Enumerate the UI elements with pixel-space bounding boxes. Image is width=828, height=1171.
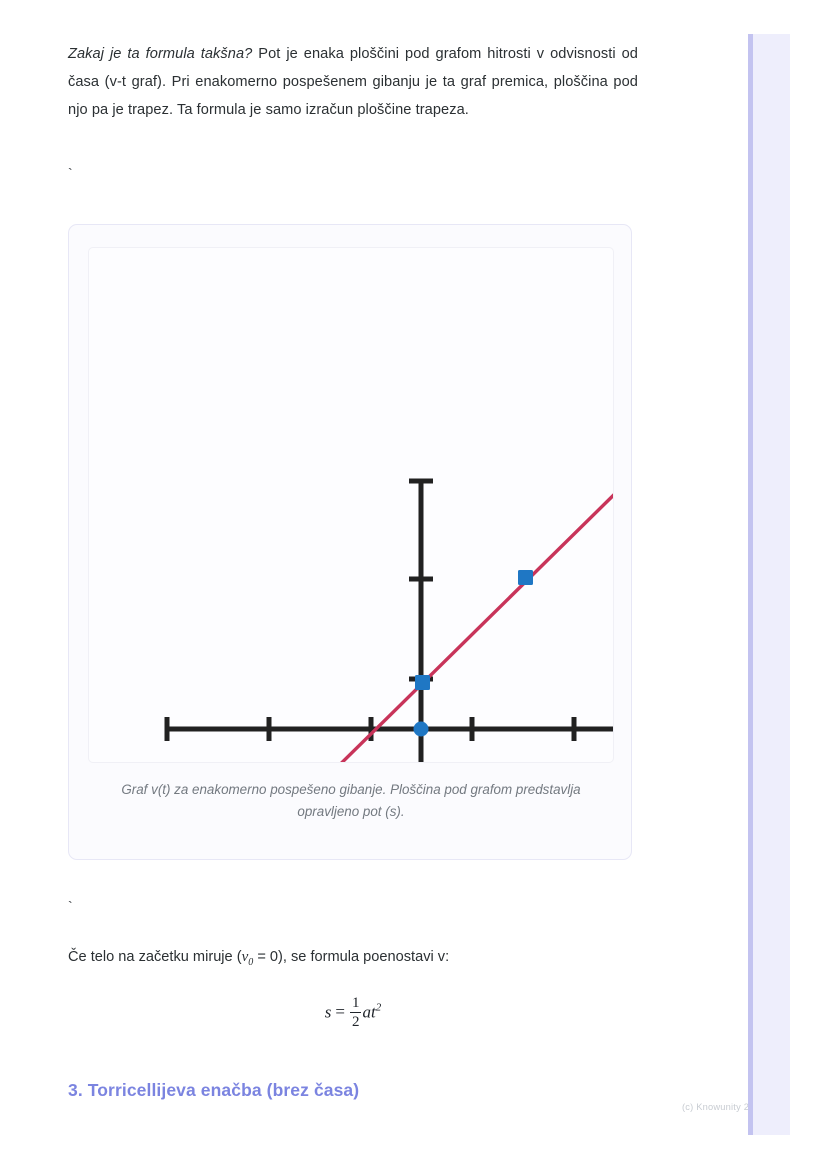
formula-lhs: s bbox=[324, 1002, 332, 1022]
variable-v: v bbox=[241, 949, 249, 965]
figure-caption-line-two: predstavlja opravljeno pot (s). bbox=[297, 782, 581, 819]
plot-frame bbox=[88, 247, 614, 763]
formula-expression: s = 1 2 at2 bbox=[325, 995, 381, 1031]
simplify-text: Če telo na začetku miruje (v0 = 0), se f… bbox=[68, 943, 638, 977]
intro-rest: Pot je enaka ploščini pod grafom hitrost… bbox=[68, 46, 638, 119]
intro-paragraph: Zakaj je ta formula takšna? Pot je enaka… bbox=[68, 40, 638, 125]
origin-marker bbox=[413, 721, 429, 737]
variable-v-subscript: 0 bbox=[248, 956, 254, 968]
data-point-markers bbox=[415, 570, 533, 690]
velocity-time-graph bbox=[164, 478, 613, 762]
fraction-bar bbox=[349, 1012, 362, 1014]
backtick-mark-two: ` bbox=[68, 898, 73, 914]
data-point-marker bbox=[415, 675, 430, 690]
data-line bbox=[340, 493, 613, 762]
figure-caption: Graf v(t) za enakomerno pospešeno gibanj… bbox=[99, 779, 603, 823]
formula-exponent: 2 bbox=[375, 1001, 382, 1014]
scrollbar-thumb[interactable] bbox=[748, 34, 753, 1135]
formula-numerator: 1 bbox=[351, 995, 360, 1011]
watermark: (c) Knowunity 2025 bbox=[682, 1102, 766, 1112]
formula-operator: = bbox=[335, 1002, 345, 1022]
document-page: Zakaj je ta formula takšna? Pot je enaka… bbox=[68, 40, 765, 1112]
formula-block: s = 1 2 at2 bbox=[68, 995, 638, 1031]
data-point-marker bbox=[518, 570, 533, 585]
x-axis-ticks bbox=[164, 717, 577, 741]
intro-emphasis: Zakaj je ta formula takšna? bbox=[68, 46, 253, 62]
scrollbar-track[interactable] bbox=[748, 34, 790, 1135]
simplify-text-before: Če telo na začetku miruje ( bbox=[68, 949, 242, 965]
formula-acceleration: a bbox=[362, 1002, 371, 1022]
section-heading: 3. Torricellijeva enačba (brez časa) bbox=[68, 1080, 360, 1100]
formula-time: t bbox=[370, 1002, 376, 1022]
formula-denominator: 2 bbox=[351, 1014, 360, 1031]
figure-caption-line-one: Graf v(t) za enakomerno pospešeno gibanj… bbox=[121, 782, 513, 797]
figure-card: Graf v(t) za enakomerno pospešeno gibanj… bbox=[68, 224, 632, 860]
backtick-mark-one: ` bbox=[68, 165, 73, 181]
simplify-text-after: = 0), se formula poenostavi v: bbox=[253, 949, 450, 965]
